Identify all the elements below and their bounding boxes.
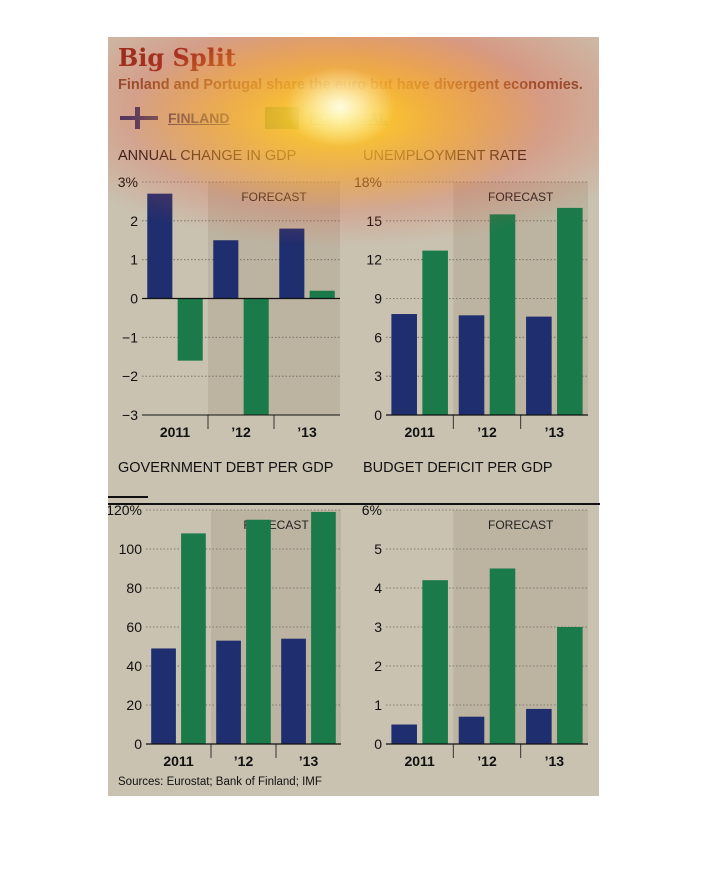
chart-2-bar-finland-1 bbox=[216, 640, 241, 744]
chart-3-ytick-label: 3 bbox=[374, 619, 382, 635]
chart-1-ytick-label: 6 bbox=[374, 329, 382, 345]
chart-3-title: BUDGET DEFICIT PER GDP bbox=[363, 460, 553, 476]
chart-3-ytick-label: 0 bbox=[374, 736, 382, 752]
scan-line-stub bbox=[108, 496, 148, 498]
chart-2-bar-portugal-2 bbox=[311, 511, 336, 744]
chart-3-bar-portugal-1 bbox=[489, 568, 516, 744]
chart-2-ytick-label: 80 bbox=[126, 580, 142, 596]
chart-1-xtick-label: ’13 bbox=[545, 424, 565, 440]
chart-0-ytick-label: −3 bbox=[122, 407, 138, 423]
chart-0-xtick-label: 2011 bbox=[160, 424, 191, 440]
chart-3-ytick-label: 2 bbox=[374, 658, 382, 674]
chart-0-bar-finland-1 bbox=[213, 240, 239, 299]
chart-2-xtick-label: ’13 bbox=[299, 753, 319, 769]
chart-3-xtick-label: 2011 bbox=[404, 753, 435, 769]
chart-1-ytick-label: 12 bbox=[366, 252, 382, 268]
chart-0-title: ANNUAL CHANGE IN GDP bbox=[118, 148, 296, 164]
chart-1-ytick-label: 0 bbox=[374, 407, 382, 423]
chart-1-ytick-label: 18% bbox=[354, 174, 382, 190]
chart-1-ytick-label: 15 bbox=[366, 213, 382, 229]
chart-3-bar-finland-1 bbox=[458, 716, 485, 744]
chart-3-ytick-label: 4 bbox=[374, 580, 382, 596]
chart-3-ytick-label: 1 bbox=[374, 697, 382, 713]
chart-0-ytick-label: 3% bbox=[118, 174, 138, 190]
chart-0-bar-portugal-1 bbox=[243, 298, 269, 415]
chart-2-ytick-label: 0 bbox=[134, 736, 142, 752]
chart-0-xtick-label: ’13 bbox=[297, 424, 317, 440]
chart-0-ytick-label: 1 bbox=[130, 252, 138, 268]
chart-2-xtick-label: 2011 bbox=[163, 753, 194, 769]
chart-1-bar-finland-2 bbox=[526, 316, 552, 415]
chart-1-bar-portugal-0 bbox=[422, 250, 448, 415]
chart-1-xtick-label: ’12 bbox=[477, 424, 497, 440]
chart-0-bar-finland-0 bbox=[147, 193, 173, 299]
chart-2-xtick-label: ’12 bbox=[234, 753, 254, 769]
chart-2-title: GOVERNMENT DEBT PER GDP bbox=[118, 460, 333, 476]
chart-0-ytick-label: 0 bbox=[130, 291, 138, 307]
scan-line bbox=[108, 503, 600, 505]
chart-1-forecast-label: FORECAST bbox=[488, 190, 554, 204]
chart-1-title: UNEMPLOYMENT RATE bbox=[363, 148, 527, 164]
chart-3-ytick-label: 6% bbox=[362, 502, 382, 518]
chart-2-bar-finland-0 bbox=[151, 648, 176, 744]
chart-2-bar-portugal-1 bbox=[246, 519, 271, 744]
chart-3-ytick-label: 5 bbox=[374, 541, 382, 557]
chart-2-ytick-label: 100 bbox=[119, 541, 143, 557]
chart-2-ytick-label: 20 bbox=[126, 697, 142, 713]
chart-1-bar-portugal-1 bbox=[489, 214, 516, 415]
chart-1-bar-finland-0 bbox=[391, 314, 417, 415]
chart-3-xtick-label: ’12 bbox=[477, 753, 497, 769]
chart-3-forecast-label: FORECAST bbox=[488, 518, 554, 532]
chart-3-bar-portugal-2 bbox=[557, 627, 583, 744]
chart-3-bar-finland-0 bbox=[391, 724, 417, 744]
chart-3-xtick-label: ’13 bbox=[545, 753, 565, 769]
chart-0-bar-portugal-0 bbox=[177, 298, 203, 361]
chart-0-ytick-label: −2 bbox=[122, 368, 138, 384]
charts-svg: ANNUAL CHANGE IN GDP FORECAST 3% 2 1 0 −1 −2 −3 2… bbox=[108, 148, 588, 788]
chart-0-bar-finland-2 bbox=[279, 228, 305, 299]
chart-1-bar-finland-1 bbox=[458, 315, 485, 415]
chart-0-bar-portugal-2 bbox=[309, 290, 335, 299]
chart-1-xtick-label: 2011 bbox=[404, 424, 435, 440]
chart-2-ytick-label: 120% bbox=[108, 502, 142, 518]
chart-3-bar-finland-2 bbox=[526, 708, 552, 744]
chart-0-forecast-label: FORECAST bbox=[241, 190, 307, 204]
chart-2-bar-finland-2 bbox=[281, 638, 306, 744]
chart-2-bar-portugal-0 bbox=[181, 533, 206, 744]
chart-1-bar-portugal-2 bbox=[557, 207, 583, 415]
chart-0-ytick-label: −1 bbox=[122, 329, 138, 345]
chart-1-ytick-label: 3 bbox=[374, 368, 382, 384]
chart-3-bar-portugal-0 bbox=[422, 580, 448, 744]
source-note: Sources: Eurostat; Bank of Finland; IMF bbox=[118, 776, 322, 788]
chart-0-xtick-label: ’12 bbox=[231, 424, 251, 440]
chart-1-ytick-label: 9 bbox=[374, 291, 382, 307]
chart-0-ytick-label: 2 bbox=[130, 213, 138, 229]
chart-2-ytick-label: 40 bbox=[126, 658, 142, 674]
chart-2-ytick-label: 60 bbox=[126, 619, 142, 635]
